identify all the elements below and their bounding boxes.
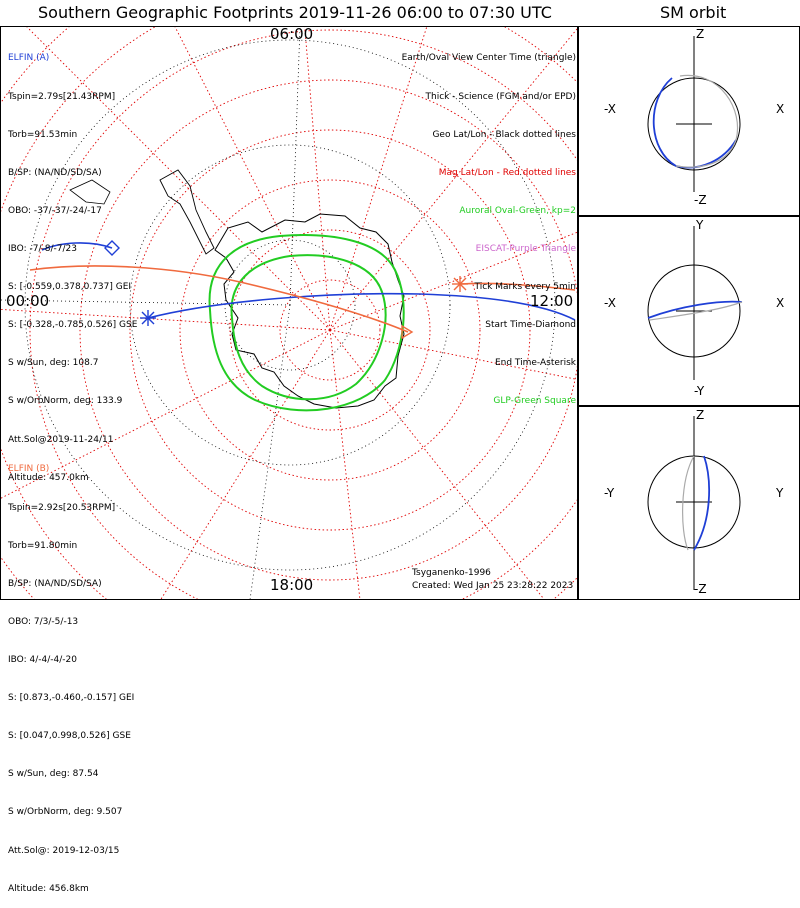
panel2-top-label: Y — [696, 218, 704, 232]
clock-label-bottom: 18:00 — [270, 576, 314, 594]
created-label: Created: Wed Jan 25 23:28:22 2023 — [412, 581, 574, 591]
elfin-a-title: ELFIN (A) — [8, 53, 50, 64]
elfin-b-line: Torb=91.80min — [8, 540, 78, 551]
island-outline — [69, 179, 111, 205]
polar-map — [1, 27, 743, 599]
panel1-top-label: Z — [696, 27, 705, 41]
elfin-a-end-asterisk — [140, 310, 156, 326]
panel3-bottom-label: -Z — [694, 582, 707, 596]
legend-item: Thick - Science (FGM and/or EPD) — [425, 91, 576, 102]
elfin-b-line: S w/OrbNorm, deg: 9.507 — [8, 807, 123, 818]
view-center-triangle — [401, 324, 414, 340]
elfin-a-line: IBO: -7/-8/-7/23 — [8, 243, 77, 254]
elfin-b-line: Altitude: 456.8km — [8, 883, 89, 894]
elfin-a-line: S: [-0.559,0.378,0.737] GEI — [8, 282, 132, 293]
elfin-b-info: ELFIN (B) Tspin=2.92s[20.53RPM] Torb=91.… — [8, 438, 134, 908]
page-title: Southern Geographic Footprints 2019-11-2… — [38, 3, 552, 22]
panel1-right-label: X — [776, 102, 785, 116]
elfin-b-line: S: [0.873,-0.460,-0.157] GEI — [8, 693, 135, 704]
legend-item: Start Time-Diamond — [485, 320, 576, 331]
panel2-right-label: X — [776, 296, 785, 310]
legend: Earth/Oval View Center Time (triangle) T… — [402, 27, 576, 421]
panel2-left-label: -X — [604, 296, 616, 310]
panel3-left-label: -Y — [604, 486, 615, 500]
elfin-b-title: ELFIN (B) — [8, 464, 50, 475]
elfin-b-line: IBO: 4/-4/-4/-20 — [8, 654, 77, 665]
legend-item: Auroral Oval-Green, kp=2 — [459, 205, 576, 216]
legend-item: Geo Lat/Lon - Black dotted lines — [432, 129, 576, 140]
legend-item: Earth/Oval View Center Time (triangle) — [401, 53, 576, 64]
antarctica-outline — [214, 213, 405, 409]
elfin-b-track — [29, 265, 576, 333]
panel1-bottom-label: -Z — [694, 193, 707, 207]
elfin-b-line: OBO: 7/3/-5/-13 — [8, 616, 79, 627]
panel3-right-label: Y — [776, 486, 784, 500]
elfin-a-track — [41, 242, 576, 321]
mag-grid — [1, 27, 577, 599]
model-label: Tsyganenko-1996 — [412, 568, 491, 578]
geo-grid — [1, 27, 556, 599]
elfin-b-line: S w/Sun, deg: 87.54 — [8, 769, 99, 780]
elfin-a-line: Altitude: 457.0km — [8, 472, 89, 483]
elfin-b-end-asterisk — [452, 276, 468, 292]
elfin-a-start-diamond — [104, 240, 120, 256]
elfin-a-line: S: [-0.328,-0.785,0.526] GSE — [8, 320, 138, 331]
legend-item: Tick Marks every 5min — [474, 282, 576, 293]
elfin-b-line: Tspin=2.92s[20.53RPM] — [8, 502, 116, 513]
clock-label-top: 06:00 — [270, 25, 314, 43]
auroral-oval — [208, 234, 405, 412]
legend-item: Mag Lat/Lon - Red dotted lines — [438, 167, 576, 178]
elfin-b-line: Att.Sol@: 2019-12-03/15 — [8, 845, 120, 856]
elfin-a-line: B/SP: (NA/ND/SD/SA) — [8, 167, 102, 178]
elfin-a-line: OBO: -37/-37/-24/-17 — [8, 205, 102, 216]
panel3-top-label: Z — [696, 408, 705, 422]
clock-label-left: 00:00 — [6, 292, 50, 310]
clock-label-right: 12:00 — [530, 292, 574, 310]
elfin-a-info: ELFIN (A) Tspin=2.79s[21.43RPM] Torb=91.… — [8, 27, 137, 497]
sm-orbit-tracks — [647, 74, 743, 551]
panel1-left-label: -X — [604, 102, 616, 116]
elfin-a-line: Tspin=2.79s[21.43RPM] — [8, 91, 116, 102]
legend-item: GLP-Green Square — [493, 396, 576, 407]
panel2-bottom-label: -Y — [694, 384, 705, 398]
south-america-outline — [159, 169, 215, 255]
legend-item: EISCAT-Purple Triangle — [475, 243, 576, 254]
sm-orbit-title: SM orbit — [660, 3, 727, 22]
elfin-a-line: S w/OrbNorm, deg: 133.9 — [8, 396, 123, 407]
elfin-b-line: S: [0.047,0.998,0.526] GSE — [8, 731, 131, 742]
elfin-b-line: B/SP: (NA/ND/SD/SA) — [8, 578, 102, 589]
legend-item: End Time-Asterisk — [494, 358, 576, 369]
elfin-a-line: S w/Sun, deg: 108.7 — [8, 358, 99, 369]
elfin-a-line: Att.Sol@2019-11-24/11 — [8, 434, 114, 445]
elfin-a-line: Torb=91.53min — [8, 129, 78, 140]
